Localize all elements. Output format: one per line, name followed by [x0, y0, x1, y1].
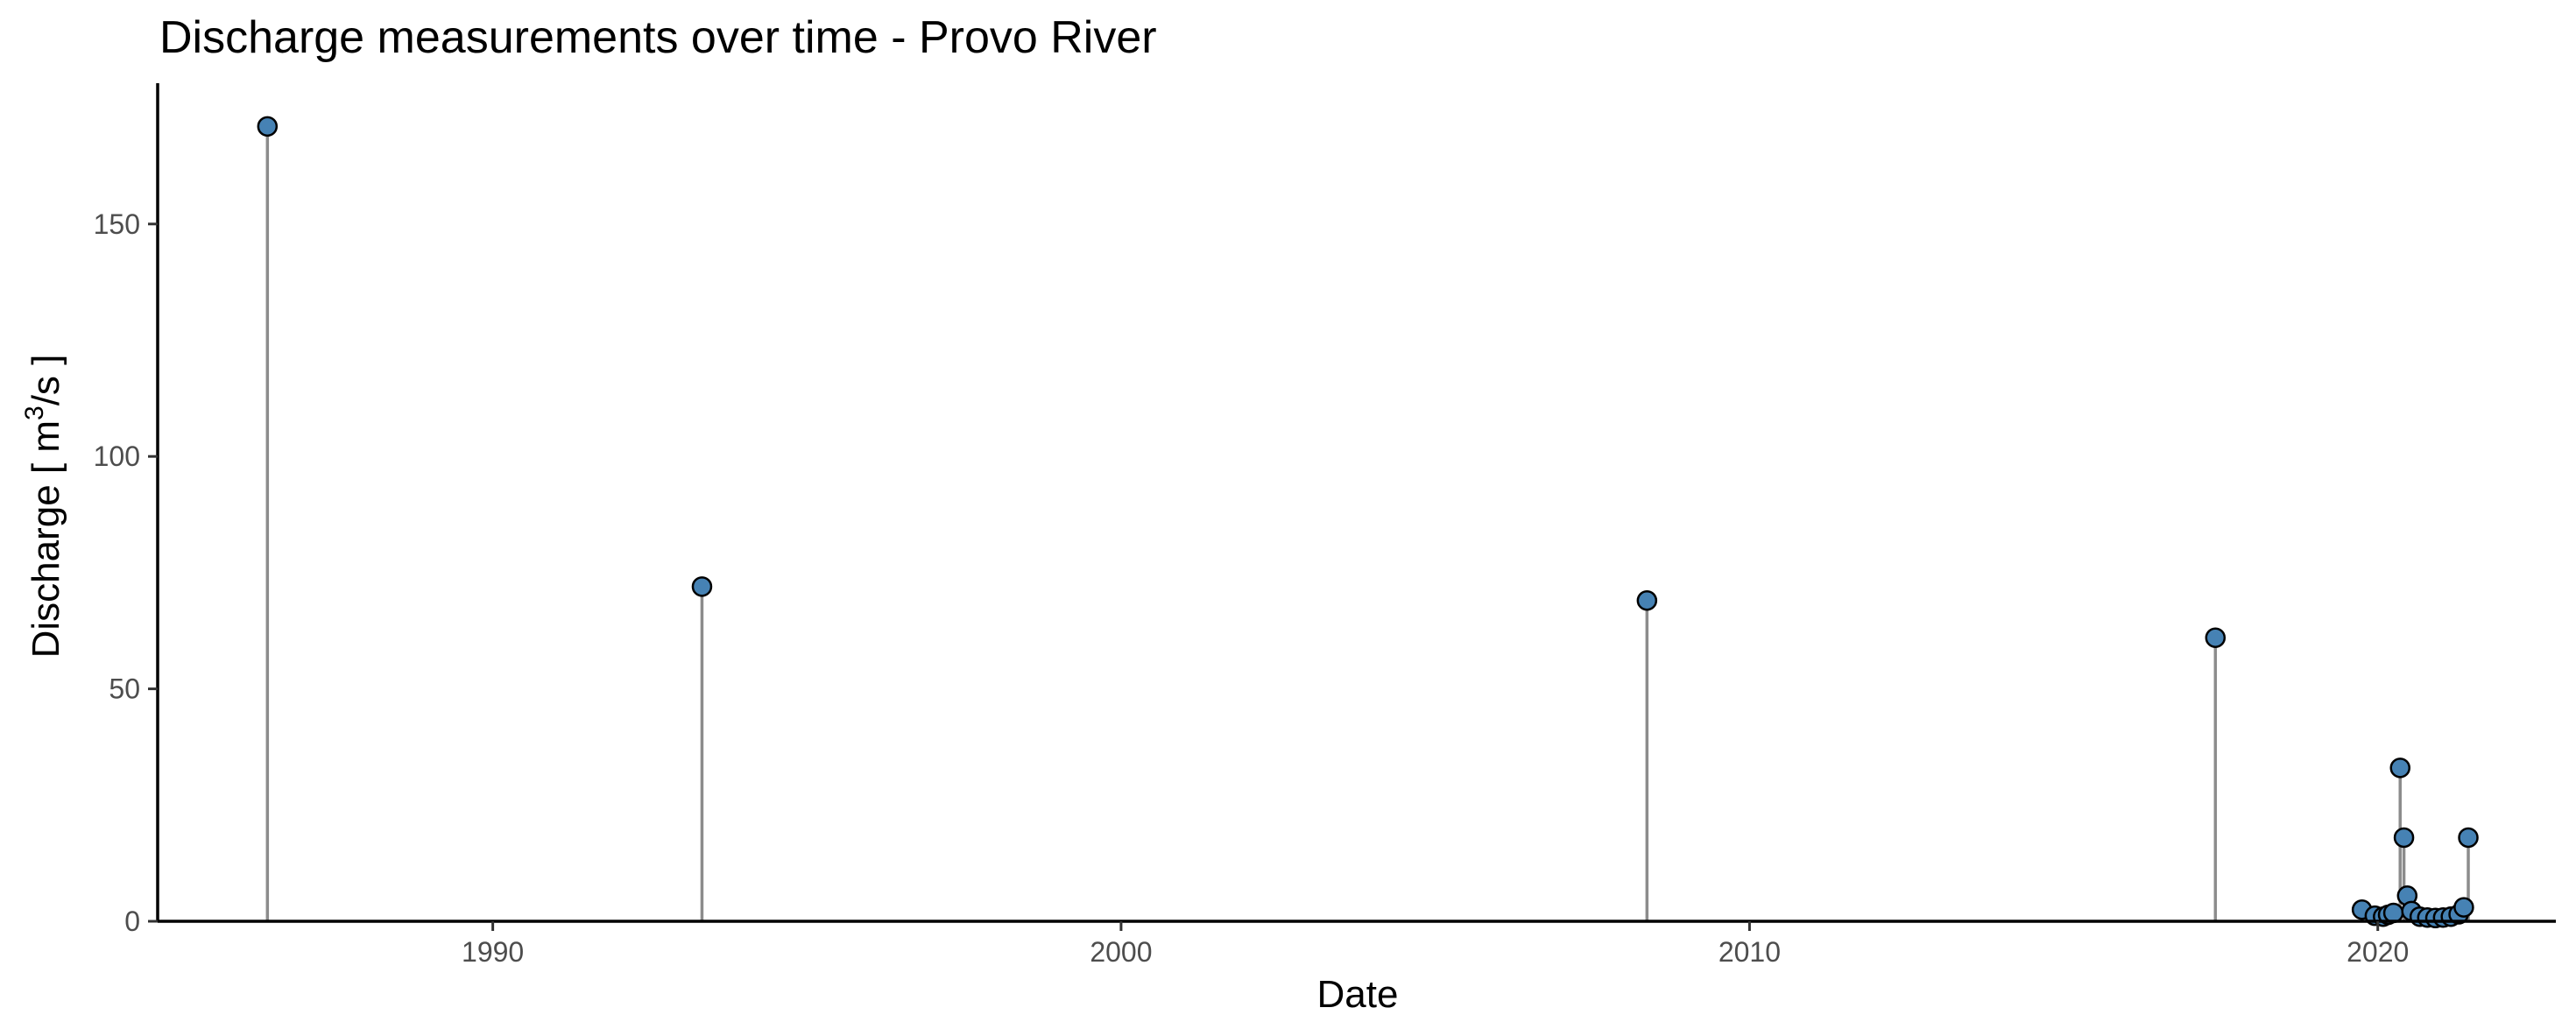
data-points: [257, 116, 2479, 929]
data-point-10: [2393, 827, 2415, 849]
y-tick-label-3: 150: [94, 208, 140, 240]
x-tick-label-0: 1990: [462, 936, 524, 968]
y-axis-title-suffix: /s ]: [25, 355, 67, 406]
x-axis-ticks: 1990 2000 2010 2020: [462, 921, 2409, 968]
stems: [265, 126, 2470, 921]
y-axis-title-prefix: Discharge [ m: [25, 420, 67, 658]
chart-title: Discharge measurements over time - Provo…: [159, 12, 1157, 63]
y-axis-title-superscript: 3: [20, 405, 49, 420]
y-tick-label-0: 0: [124, 906, 140, 937]
data-point-0: [257, 116, 279, 137]
data-point-2: [1636, 589, 1658, 611]
data-point-20: [2458, 827, 2479, 849]
y-tick-label-1: 50: [109, 673, 140, 705]
x-tick-label-3: 2020: [2347, 936, 2409, 968]
data-point-9: [2389, 758, 2410, 779]
data-point-3: [2205, 627, 2227, 648]
data-point-1: [691, 576, 713, 597]
y-tick-label-2: 100: [94, 440, 140, 472]
x-axis-title: Date: [1317, 973, 1399, 1016]
x-tick-label-2: 2010: [1719, 936, 1781, 968]
y-axis-ticks: 0 50 100 150: [94, 208, 158, 937]
data-point-8: [2382, 902, 2404, 924]
data-point-19: [2453, 897, 2474, 918]
x-tick-label-1: 2000: [1090, 936, 1152, 968]
y-axis-title: Discharge [ m3/s ]: [20, 355, 67, 659]
